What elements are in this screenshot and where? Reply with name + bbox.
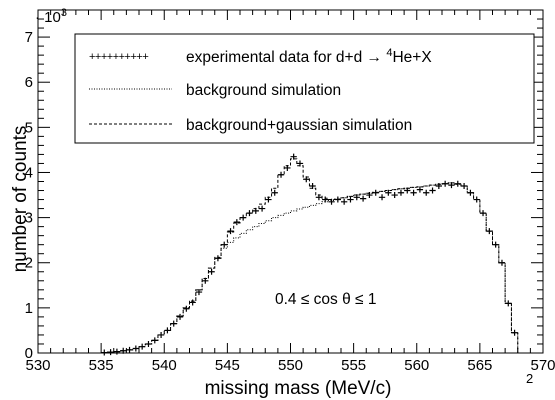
x-tick-label: 530 xyxy=(25,357,50,374)
x-tick-label: 555 xyxy=(341,357,366,374)
x-tick-label: 535 xyxy=(89,357,114,374)
data-point xyxy=(378,194,386,201)
data-point xyxy=(113,348,121,355)
data-point xyxy=(454,180,461,187)
data-point xyxy=(157,331,165,338)
data-point xyxy=(334,196,341,203)
data-point xyxy=(511,329,518,336)
data-point xyxy=(328,198,335,205)
data-point xyxy=(296,160,304,167)
data-point xyxy=(208,268,215,275)
data-point xyxy=(315,194,323,201)
data-point xyxy=(505,300,512,307)
data-point xyxy=(486,228,493,235)
data-point xyxy=(145,340,152,347)
data-point xyxy=(460,183,468,190)
y-tick-label: 7 xyxy=(25,29,33,46)
x-tick-label: 545 xyxy=(215,357,240,374)
y-tick-label: 6 xyxy=(25,74,33,91)
data-point xyxy=(410,189,417,196)
data-point xyxy=(353,194,360,201)
y-tick-label: 4 xyxy=(25,164,33,181)
y-tick-label: 5 xyxy=(25,119,33,136)
data-point xyxy=(309,183,316,190)
data-point xyxy=(341,198,348,205)
y-tick-label: 1 xyxy=(25,300,33,317)
data-point xyxy=(416,186,424,193)
data-point xyxy=(429,187,436,194)
data-point xyxy=(391,192,398,199)
data-point xyxy=(126,346,133,353)
data-point xyxy=(372,189,379,196)
data-point xyxy=(322,196,329,203)
data-point xyxy=(303,176,310,183)
y-tick-label: 2 xyxy=(25,255,33,272)
data-point xyxy=(284,164,291,171)
data-point xyxy=(202,277,209,284)
data-point xyxy=(498,259,506,266)
data-point xyxy=(183,305,190,312)
data-point xyxy=(227,228,234,235)
data-point xyxy=(240,214,247,221)
legend-label-experimental: experimental data for d+d → 4He+X xyxy=(186,47,432,66)
data-point xyxy=(290,153,297,160)
data-point xyxy=(176,313,184,320)
data-point xyxy=(479,210,487,217)
legend-marker-crosses: ++++++++++ xyxy=(89,51,148,63)
data-point xyxy=(492,241,499,248)
x-axis-title-exponent: 2 xyxy=(526,371,533,386)
x-tick-label: 550 xyxy=(278,357,303,374)
data-point xyxy=(258,205,266,212)
data-point xyxy=(233,219,240,226)
series-experimental-points xyxy=(101,153,518,356)
data-point xyxy=(271,189,278,196)
data-point xyxy=(214,255,222,262)
series-background-line xyxy=(38,182,543,354)
data-point xyxy=(397,189,405,196)
data-point xyxy=(164,327,171,334)
data-point xyxy=(189,299,196,306)
data-point xyxy=(139,343,146,350)
y-tick-label: 0 xyxy=(25,345,33,362)
legend: ++++++++++ experimental data for d+d → 4… xyxy=(74,33,535,144)
y-tick-label: 3 xyxy=(25,210,33,227)
x-tick-label: 570 xyxy=(530,357,555,374)
data-point xyxy=(252,207,259,214)
data-point xyxy=(359,195,367,202)
axes: 530 535 540 545 550 555 560 565 570 0 1 2 3 4 5 6 7 xyxy=(25,9,555,374)
y-multiplier-label: · 103 xyxy=(35,7,67,26)
data-point xyxy=(385,189,392,196)
data-point xyxy=(246,210,253,217)
data-point xyxy=(473,196,480,203)
data-point xyxy=(448,182,455,189)
data-point xyxy=(132,345,139,352)
data-point xyxy=(170,320,177,327)
data-point xyxy=(151,337,158,344)
legend-label-background: background simulation xyxy=(186,82,341,99)
x-tick-label: 540 xyxy=(152,357,177,374)
data-point xyxy=(195,289,203,296)
data-point xyxy=(404,187,411,194)
x-tick-label: 560 xyxy=(404,357,429,374)
x-axis-title: missing mass (MeV/c) xyxy=(205,378,392,399)
legend-label-background-gaussian: background+gaussian simulation xyxy=(186,117,412,134)
data-point xyxy=(442,180,449,187)
plot-area xyxy=(38,153,543,356)
x-tick-label: 565 xyxy=(467,357,492,374)
data-point xyxy=(265,196,272,203)
data-point xyxy=(467,189,474,196)
data-point xyxy=(277,171,285,178)
data-point xyxy=(221,241,228,248)
data-point xyxy=(423,189,430,196)
data-point xyxy=(366,192,373,199)
cos-theta-annotation: 0.4 ≤ cos θ ≤ 1 xyxy=(275,291,376,308)
data-point xyxy=(435,183,442,190)
y-axis-title: number of counts xyxy=(10,126,31,273)
data-point xyxy=(347,196,354,203)
data-point xyxy=(107,349,114,356)
